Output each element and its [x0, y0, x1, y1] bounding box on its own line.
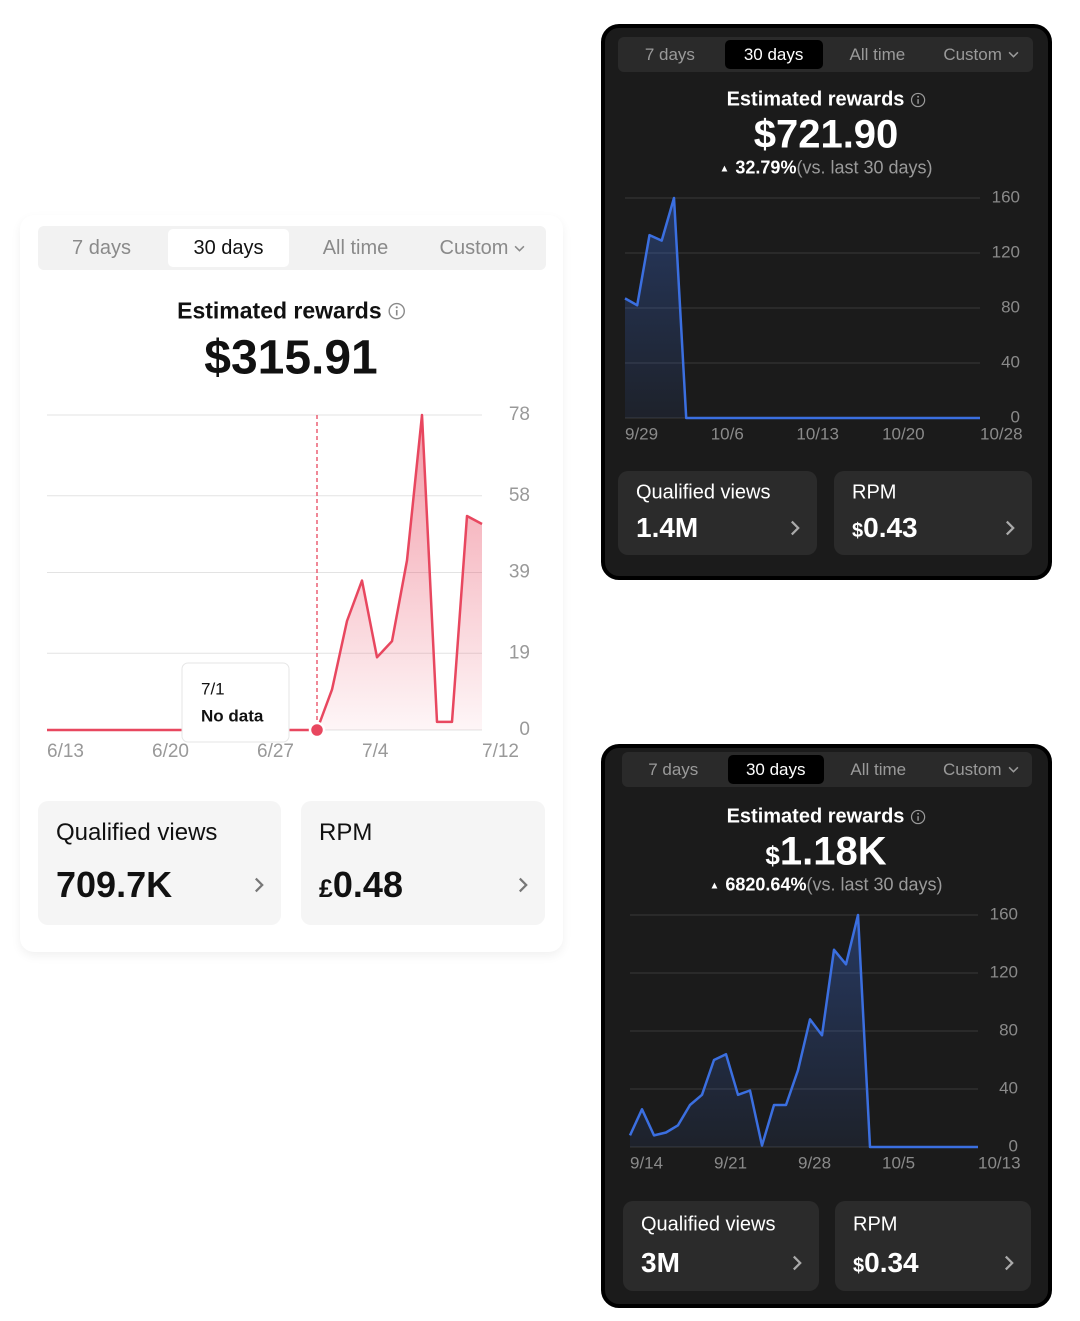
metric-arrow	[996, 520, 1018, 536]
metric-arrow	[245, 877, 267, 893]
tab-bar: 7 days 30 days All time Custom	[622, 752, 1032, 787]
tab[interactable]: Custom	[932, 40, 1030, 69]
tab-bar: 7 days 30 days All time Custom	[618, 37, 1033, 72]
metric-card[interactable]: Qualified views 3M	[623, 1201, 819, 1291]
tab-label: All time	[850, 759, 907, 779]
amount-value: $315.91	[204, 331, 378, 385]
tab-label: 30 days	[193, 236, 264, 259]
chevron-icon	[1006, 520, 1015, 536]
chevron-icon	[1005, 1255, 1014, 1271]
title-text: Estimated rewards	[726, 805, 905, 828]
tab[interactable]: 7 days	[41, 229, 162, 267]
metric-label: Qualified views	[56, 819, 218, 846]
metric-currency: $	[853, 1255, 865, 1277]
tab[interactable]: Custom	[933, 755, 1030, 784]
tab[interactable]: 30 days	[724, 40, 823, 69]
tab[interactable]: All time	[295, 229, 416, 267]
chevron-icon	[515, 245, 525, 252]
metric-value: 3M	[641, 1247, 680, 1279]
metric-card[interactable]: RPM $0.43	[834, 471, 1032, 555]
title-text: Estimated rewards	[726, 88, 905, 111]
metric-arrow	[783, 1255, 805, 1271]
amount: $721.90	[754, 113, 899, 158]
amount-value: $721.90	[753, 112, 899, 157]
chevron-icon	[255, 877, 264, 893]
amount-value: 1.18K	[779, 829, 887, 874]
change-value: 6820.64%	[725, 874, 807, 895]
metric-number: 0.48	[332, 864, 403, 905]
tab[interactable]: 30 days	[727, 755, 824, 784]
change-value: 32.79%	[735, 157, 797, 178]
metric-arrow	[781, 520, 803, 536]
tab-label: Custom	[439, 236, 509, 259]
amount: $315.91	[204, 331, 378, 386]
tab-label: 30 days	[743, 44, 804, 64]
tab[interactable]: 30 days	[168, 229, 289, 267]
metric-label: Qualified views	[636, 481, 771, 504]
metric-number: 709.7K	[56, 864, 173, 905]
change-note: (vs. last 30 days)	[806, 874, 943, 895]
metric-currency: £	[319, 875, 333, 903]
tab-label: All time	[849, 44, 906, 64]
metric-label: RPM	[852, 481, 897, 504]
change: ▲ 6820.64%(vs. last 30 days)	[709, 875, 942, 896]
info-icon[interactable]	[910, 809, 926, 825]
chevron-icon	[1008, 51, 1019, 58]
metric-value: 1.4M	[636, 512, 698, 544]
tab-label: Custom	[943, 44, 1002, 64]
tab-label: All time	[322, 236, 389, 259]
metric-number: 3M	[641, 1247, 680, 1278]
up-arrow: ▲	[709, 880, 720, 892]
tab-label: Custom	[942, 759, 1002, 779]
chevron-icon	[791, 520, 800, 536]
card-title: Estimated rewards	[177, 298, 405, 325]
metric-number: 0.34	[864, 1247, 919, 1278]
metric-label: Qualified views	[641, 1213, 776, 1236]
metric-card[interactable]: RPM $0.34	[835, 1201, 1031, 1291]
tab[interactable]: All time	[829, 40, 927, 69]
metric-label: RPM	[853, 1213, 898, 1236]
metric-number: 0.43	[863, 512, 918, 543]
metric-card[interactable]: RPM £0.48	[301, 801, 545, 925]
tab[interactable]: 7 days	[625, 755, 722, 784]
change: ▲ 32.79%(vs. last 30 days)	[719, 158, 932, 179]
metric-label: RPM	[319, 819, 373, 846]
tab[interactable]: Custom	[422, 229, 543, 267]
metric-currency: $	[852, 520, 864, 542]
info-icon[interactable]	[388, 302, 405, 320]
metric-card[interactable]: Qualified views 709.7K	[38, 801, 281, 925]
metric-arrow	[509, 877, 531, 893]
chevron-icon	[1008, 766, 1018, 773]
chevron-icon	[519, 877, 528, 893]
metric-card[interactable]: Qualified views 1.4M	[618, 471, 817, 555]
card-title: Estimated rewards	[727, 806, 926, 829]
tab-label: 7 days	[72, 236, 131, 259]
metric-number: 1.4M	[636, 512, 699, 543]
tab-label: 30 days	[745, 759, 806, 779]
metric-value: £0.48	[319, 864, 403, 906]
tab[interactable]: 7 days	[621, 40, 719, 69]
metric-arrow	[995, 1255, 1017, 1271]
up-arrow: ▲	[719, 163, 730, 175]
title-text: Estimated rewards	[177, 297, 382, 324]
change-note: (vs. last 30 days)	[796, 157, 933, 178]
card-title: Estimated rewards	[727, 89, 926, 112]
metric-value: $0.34	[853, 1247, 919, 1279]
info-icon[interactable]	[910, 92, 926, 108]
metric-value: $0.43	[852, 512, 918, 544]
tab[interactable]: All time	[830, 755, 927, 784]
metric-value: 709.7K	[56, 864, 172, 906]
amount: $1.18K	[765, 830, 886, 875]
tab-label: 7 days	[648, 759, 699, 779]
tab-bar: 7 days 30 days All time Custom	[38, 226, 546, 270]
amount-currency: $	[765, 840, 780, 871]
tab-label: 7 days	[644, 44, 695, 64]
chevron-icon	[793, 1255, 802, 1271]
